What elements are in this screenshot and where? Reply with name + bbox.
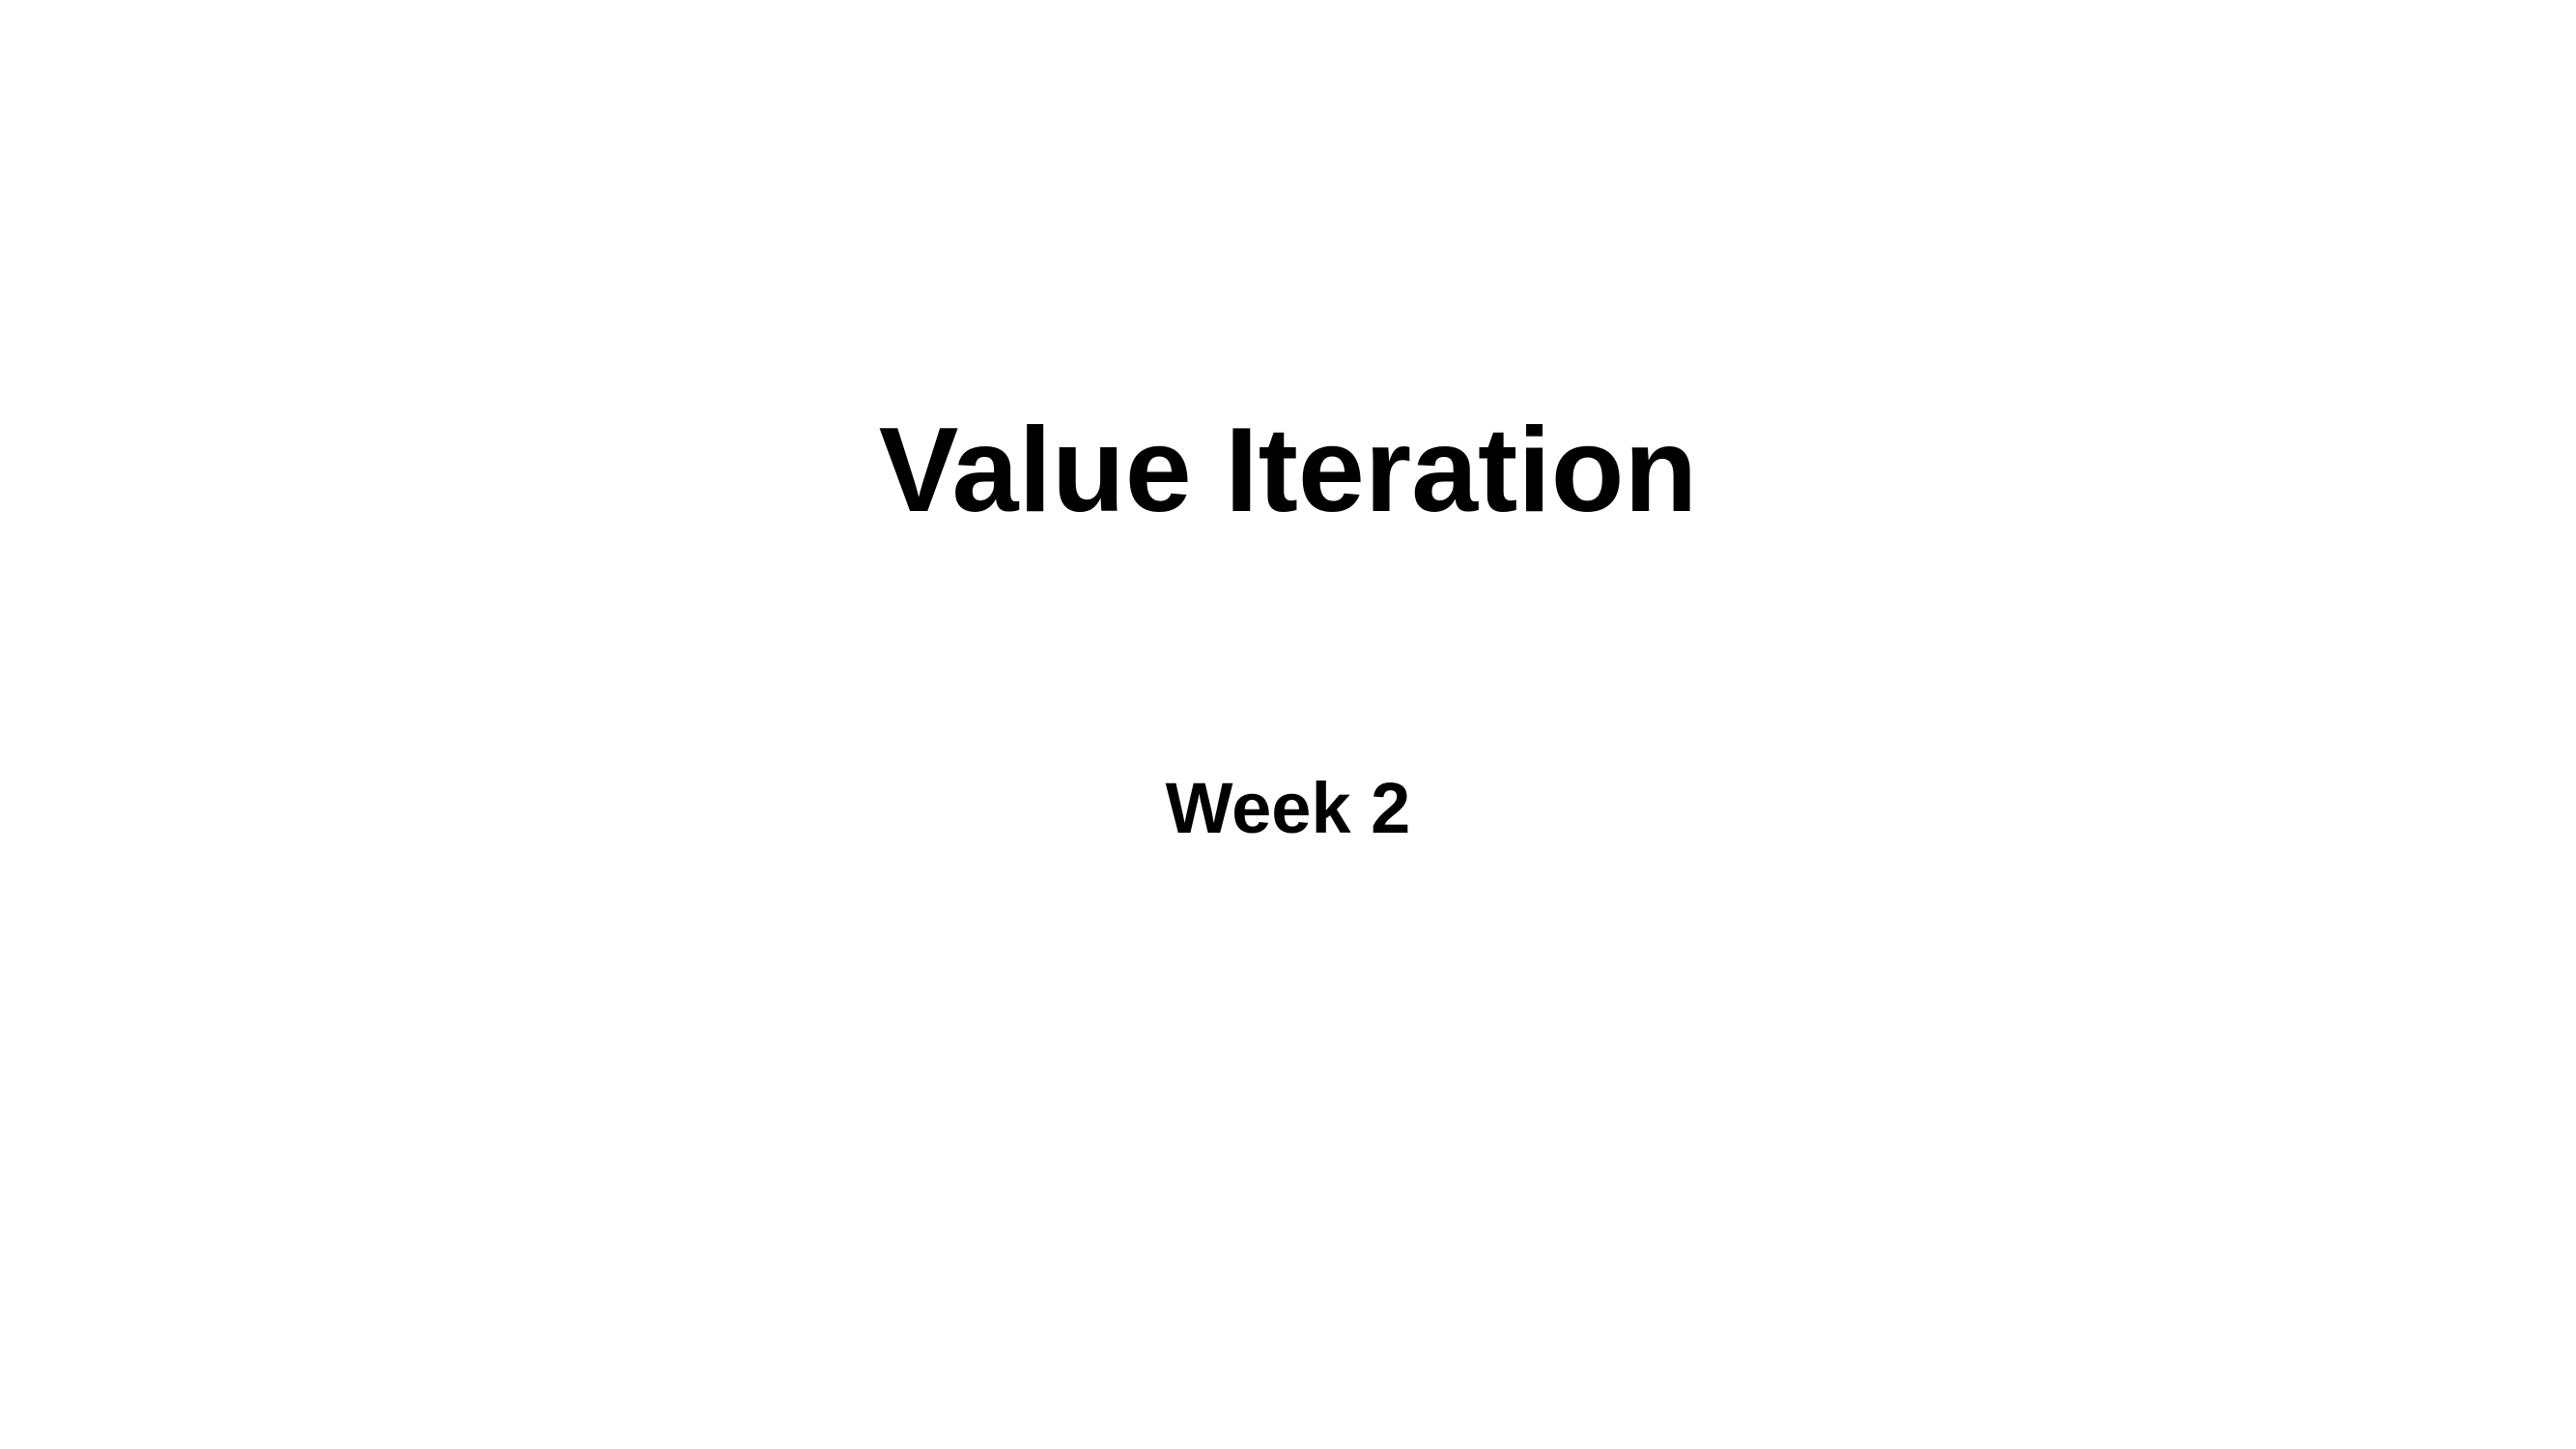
slide-subtitle: Week 2 [1165, 768, 1411, 848]
slide-title: Value Iteration [878, 404, 1698, 537]
